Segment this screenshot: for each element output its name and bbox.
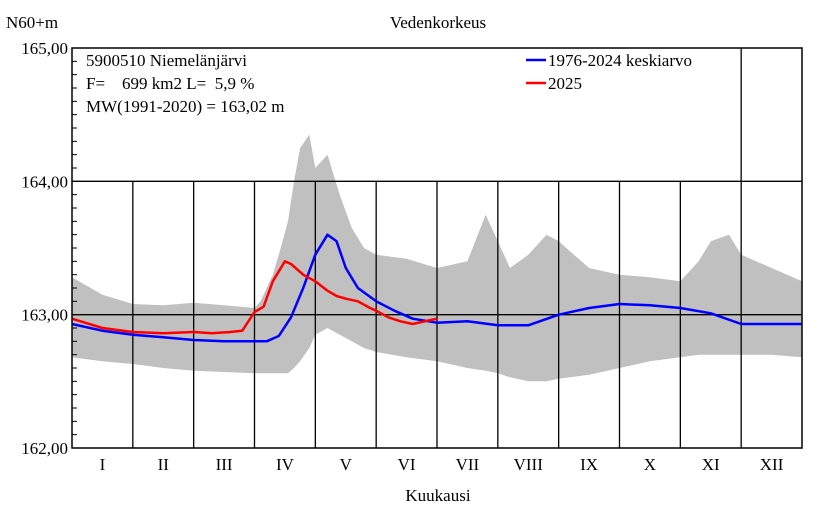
legend-label-2025: 2025 xyxy=(548,74,582,93)
y-tick-label: 165,00 xyxy=(21,39,68,58)
x-tick-label-IV: IV xyxy=(276,455,295,474)
info-line-area: F= 699 km2 L= 5,9 % xyxy=(86,74,254,93)
x-tick-label-IX: IX xyxy=(580,455,598,474)
legend: 1976-2024 keskiarvo 2025 xyxy=(526,51,692,93)
series-layer xyxy=(71,233,802,343)
x-tick-label-VII: VII xyxy=(456,455,480,474)
x-tick-label-I: I xyxy=(100,455,106,474)
x-tick-label-X: X xyxy=(644,455,656,474)
x-tick-label-V: V xyxy=(340,455,353,474)
x-tick-label-VI: VI xyxy=(398,455,416,474)
series-line-1 xyxy=(71,260,438,335)
y-axis-label: N60+m xyxy=(6,13,58,32)
x-tick-label-III: III xyxy=(216,455,233,474)
y-tick-label: 162,00 xyxy=(21,439,68,458)
info-line-mean: MW(1991-2020) = 163,02 m xyxy=(86,97,284,116)
series-line-0 xyxy=(71,233,802,343)
chart-title: Vedenkorkeus xyxy=(390,13,486,32)
x-axis-label: Kuukausi xyxy=(405,486,470,505)
legend-label-average: 1976-2024 keskiarvo xyxy=(548,51,692,70)
station-info: 5900510 Niemelänjärvi F= 699 km2 L= 5,9 … xyxy=(86,51,284,116)
grid-layer xyxy=(72,48,802,448)
y-tick-label: 164,00 xyxy=(21,172,68,191)
info-line-station: 5900510 Niemelänjärvi xyxy=(86,51,247,70)
x-tick-label-XII: XII xyxy=(760,455,784,474)
y-tick-label: 163,00 xyxy=(21,306,68,325)
x-tick-label-II: II xyxy=(158,455,170,474)
x-tick-label-XI: XI xyxy=(702,455,720,474)
x-tick-label-VIII: VIII xyxy=(514,455,544,474)
